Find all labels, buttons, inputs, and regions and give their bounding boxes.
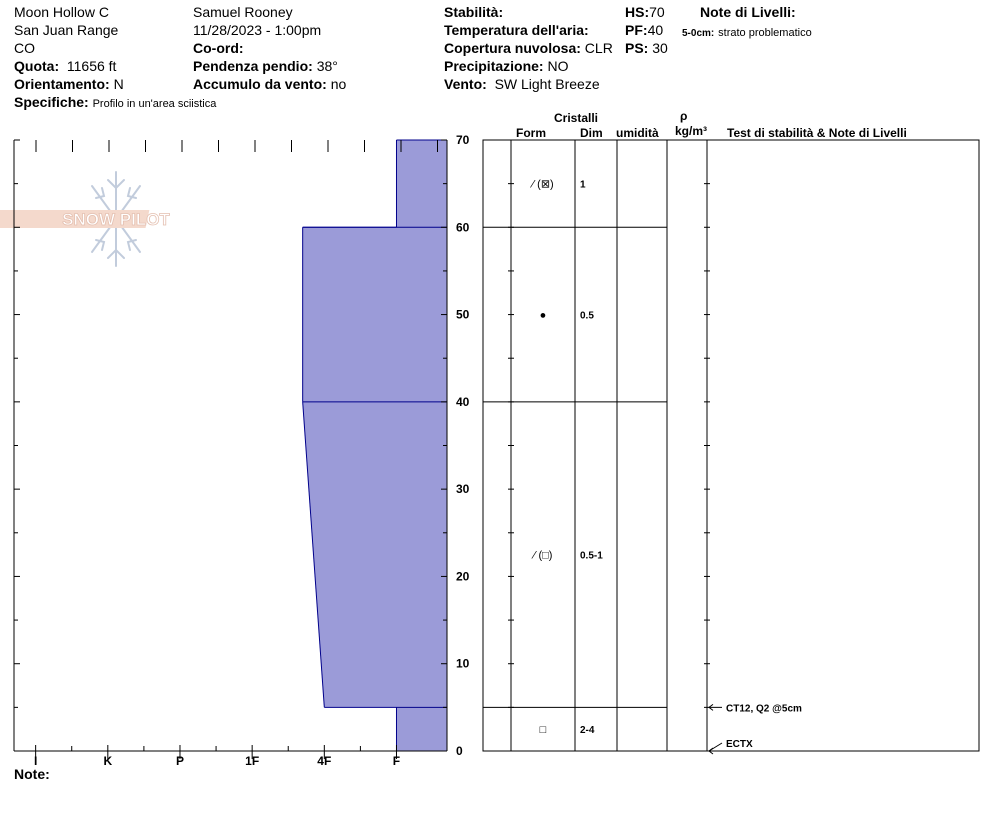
orientamento-label: Orientamento: <box>14 76 110 92</box>
precipitazione-label: Precipitazione: <box>444 58 544 74</box>
grain-form-0: ⁄ (⊠) <box>529 179 553 191</box>
y-tick-label-0: 0 <box>456 744 463 758</box>
copertura-value: CLR <box>584 40 613 56</box>
specifiche-row: Specifiche: Profilo in un'area sciistica <box>14 94 216 113</box>
copertura-label: Copertura nuvolosa: <box>444 40 581 56</box>
y-tick-label-30: 30 <box>456 482 470 496</box>
accumulo-value: no <box>330 76 347 92</box>
quota-value: 11656 ft <box>66 58 117 74</box>
dim-header: Dim <box>580 126 603 140</box>
hs-label: HS: <box>625 4 650 20</box>
x-tick-label-F: F <box>393 754 400 768</box>
pf-value: 40 <box>647 22 664 38</box>
coord-label: Co-ord: <box>193 40 244 56</box>
accumulo-row: Accumulo da vento: no <box>193 76 346 93</box>
pf-row: PF:40 <box>625 22 663 39</box>
grain-form-1: ● <box>540 310 547 322</box>
cristalli-header: Cristalli <box>554 111 599 125</box>
hardness-layer-0 <box>396 140 447 228</box>
hs-row: HS:70 <box>625 4 665 21</box>
x-tick-label-1F: 1F <box>245 754 259 768</box>
y-tick-label-40: 40 <box>456 395 470 409</box>
precipitazione-row: Precipitazione: NO <box>444 58 568 75</box>
observer-name: Samuel Rooney <box>193 4 293 20</box>
orientamento-row: Orientamento: N <box>14 76 124 93</box>
snowpilot-logo: SNOW PILOT <box>0 171 171 267</box>
hardness-layer-2 <box>302 401 447 708</box>
precipitazione-value: NO <box>547 58 569 74</box>
hardness-layer-3 <box>396 707 447 751</box>
density-unit-header: kg/m³ <box>675 124 708 138</box>
grain-size-0: 1 <box>580 180 586 191</box>
layer-note-depth: 5-0cm: <box>682 28 715 39</box>
layer-note: 5-0cm: strato problematico <box>682 23 812 42</box>
grain-form-2: ⁄ (□) <box>531 550 553 562</box>
y-tick-label-60: 60 <box>456 220 470 234</box>
x-tick-label-4F: 4F <box>317 754 331 768</box>
logo-text: SNOW PILOT <box>62 210 170 229</box>
form-header: Form <box>516 126 546 140</box>
temperatura-label: Temperatura dell'aria: <box>444 22 589 38</box>
specifiche-value: Profilo in un'area sciistica <box>92 98 217 110</box>
layer-note-text: strato problematico <box>718 27 812 39</box>
stabilita-label: Stabilità: <box>444 4 504 20</box>
ps-value: 30 <box>652 40 668 56</box>
x-tick-label-P: P <box>176 754 184 768</box>
accumulo-label: Accumulo da vento: <box>193 76 327 92</box>
location-name: Moon Hollow C <box>14 4 109 20</box>
vento-row: Vento: SW Light Breeze <box>444 76 600 93</box>
test-arrowhead-1 <box>708 747 714 755</box>
range-name: San Juan Range <box>14 22 119 38</box>
x-tick-label-K: K <box>103 754 112 768</box>
grain-form-3: □ <box>540 724 547 736</box>
grain-table-frame <box>482 139 980 752</box>
grain-size-1: 0.5 <box>580 311 594 322</box>
test-label-1: ECTX <box>726 739 753 750</box>
specifiche-label: Specifiche: <box>14 94 89 110</box>
note-livelli-label: Note di Livelli: <box>700 4 796 20</box>
copertura-row: Copertura nuvolosa: CLR <box>444 40 613 57</box>
umidita-header: umidità <box>616 126 659 140</box>
quota-label: Quota: <box>14 58 60 74</box>
grain-size-3: 2-4 <box>580 725 595 736</box>
y-tick-label-10: 10 <box>456 657 470 671</box>
test-label-0: CT12, Q2 @5cm <box>726 703 802 714</box>
ps-label: PS: <box>625 40 649 56</box>
hardness-edge-2 <box>302 401 325 708</box>
obs-datetime: 11/28/2023 - 1:00pm <box>193 22 322 38</box>
rho-header: ρ <box>680 109 688 123</box>
y-tick-label-50: 50 <box>456 308 470 322</box>
pendenza-value: 38° <box>316 58 338 74</box>
pendenza-label: Pendenza pendio: <box>193 58 313 74</box>
tests-header: Test di stabilità & Note di Livelli <box>727 126 907 140</box>
hardness-layer-1 <box>302 227 447 402</box>
orientamento-value: N <box>113 76 124 92</box>
y-tick-label-20: 20 <box>456 569 470 583</box>
y-tick-label-70: 70 <box>456 133 470 147</box>
note-label: Note: <box>14 766 50 782</box>
hs-value: 70 <box>649 4 665 20</box>
vento-label: Vento: <box>444 76 487 92</box>
state-name: CO <box>14 40 35 56</box>
pendenza-row: Pendenza pendio: 38° <box>193 58 338 75</box>
ps-row: PS: 30 <box>625 40 668 57</box>
pf-label: PF: <box>625 22 648 38</box>
grain-size-2: 0.5-1 <box>580 551 603 562</box>
vento-value: SW Light Breeze <box>494 76 600 92</box>
test-arrowhead-0 <box>708 703 714 711</box>
x-tick-label-I: I <box>34 754 37 768</box>
quota-row: Quota: 11656 ft <box>14 58 116 75</box>
